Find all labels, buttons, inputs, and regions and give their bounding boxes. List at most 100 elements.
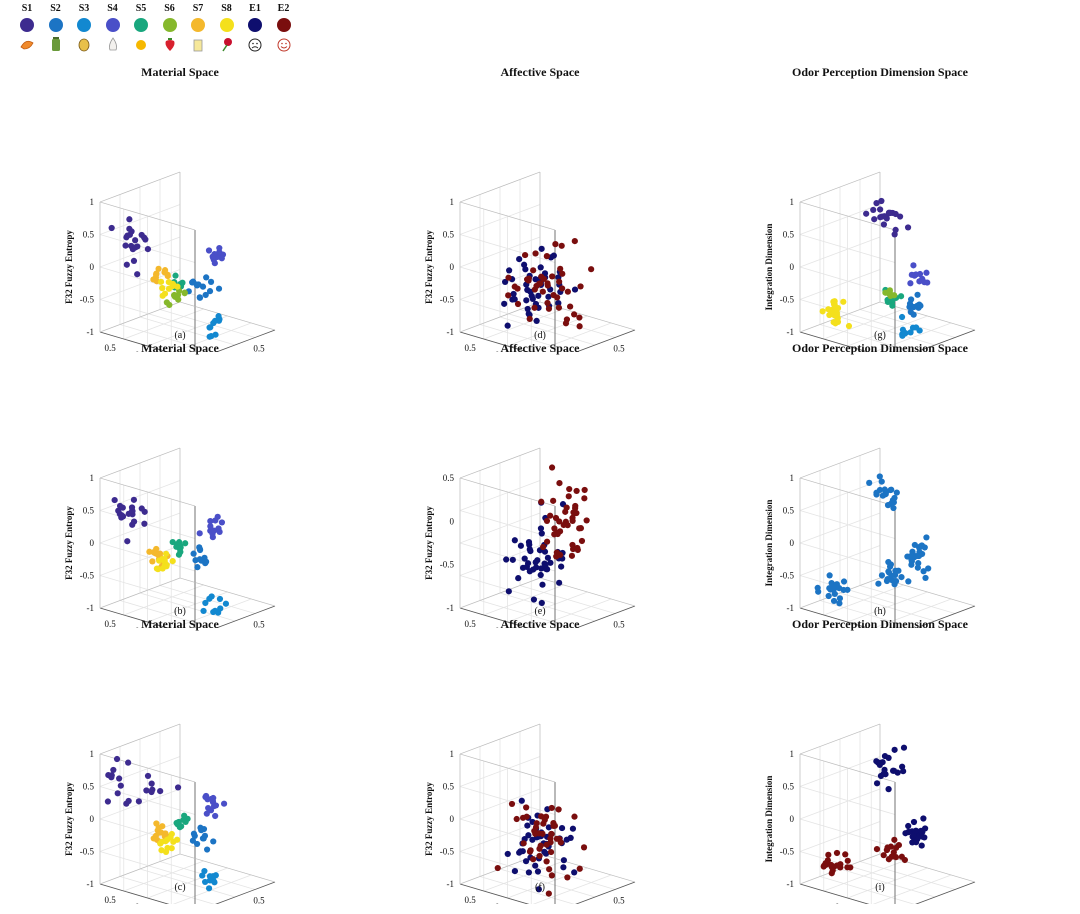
grid-line [459,607,530,628]
data-point [159,285,166,292]
legend-swatch [134,18,148,32]
data-point [162,550,170,557]
data-point [217,605,224,612]
x-tick-label: 0 [937,627,942,628]
grid-line [799,480,881,511]
grid-line [799,786,896,815]
grid-line [799,236,881,268]
z-tick-label: 1 [790,749,795,759]
data-point [547,839,554,846]
data-point [571,813,578,820]
z-tick-label: -0.5 [440,847,455,857]
data-point [885,856,892,863]
data-point [533,282,540,290]
data-point [210,608,217,616]
grid-line [459,201,556,231]
data-point [533,317,540,325]
grid-line [799,266,896,296]
data-point [562,508,569,515]
grid-line [215,329,276,352]
grid-line [459,753,556,783]
data-point [885,209,893,216]
data-point [211,260,218,267]
grid-line [799,331,870,352]
data-point [556,480,563,487]
data-point [840,586,847,594]
grid-line [507,315,588,347]
z-tick-label: 0 [450,516,455,526]
data-point [117,782,124,789]
data-point [182,540,189,547]
data-point [525,277,532,284]
z-tick-label: -1 [447,327,455,337]
grid-line [459,883,530,904]
series-s4 [205,244,227,267]
chart-panel-d: -1-0.500.5-1-0.500.5-1-0.500.51Affective… [380,62,740,362]
z-axis-label: F32 Fuzzy Entropy [424,230,434,304]
data-point [207,523,214,530]
grid-line [215,605,276,628]
data-point [905,829,912,836]
z-tick-label: 0.5 [783,230,795,240]
data-point [513,815,520,823]
z-tick-label: 0.5 [443,230,455,240]
data-point [118,512,125,519]
data-point [173,819,180,827]
data-point [918,542,925,549]
legend-swatch [248,18,262,32]
data-point [549,273,556,280]
legend-swatch [162,18,177,32]
series-s8 [157,830,181,856]
data-point [197,824,204,831]
data-point [144,772,152,780]
panel-caption: (b) [174,606,186,617]
grid-line [459,236,541,268]
data-point [539,581,546,588]
x-tick-label: 0 [237,351,242,352]
data-point [104,798,112,805]
data-point [886,569,893,576]
grid-line [799,171,881,203]
legend-item-s2: S2 [43,2,69,54]
data-point [530,856,537,863]
data-point [189,278,197,285]
data-point [897,293,905,300]
data-point [165,285,173,292]
z-axis-label: F32 Fuzzy Entropy [64,782,74,856]
grid-line [123,584,204,616]
data-point [130,518,138,525]
axes-box [99,723,276,904]
data-point [215,525,222,532]
data-point [523,813,530,820]
x-tick-label: 0 [937,351,942,352]
data-point [126,225,133,232]
data-point [908,271,915,278]
series-e2 [820,849,854,877]
garlic-icon [104,36,122,52]
grid-line [799,607,870,628]
data-point [878,478,885,485]
data-point [542,850,550,857]
grid-line [99,607,170,628]
z-tick-label: 0.5 [783,506,795,516]
data-point [844,857,851,864]
data-point [149,558,156,565]
data-point [206,595,213,602]
data-point [847,864,854,871]
series-e2 [494,800,588,897]
data-point [181,812,188,819]
data-point [210,838,217,845]
data-point [157,278,165,285]
data-point [564,522,571,529]
data-point [134,271,141,278]
z-tick-label: 0.5 [83,506,95,516]
z-tick-label: 0.5 [783,782,795,792]
data-point [562,320,570,327]
z-tick-label: 1 [450,749,455,759]
panel-caption: (f) [535,882,545,893]
grid-line [99,723,181,755]
data-point [552,241,559,248]
grid-line [159,309,256,338]
legend-swatch [77,18,91,32]
